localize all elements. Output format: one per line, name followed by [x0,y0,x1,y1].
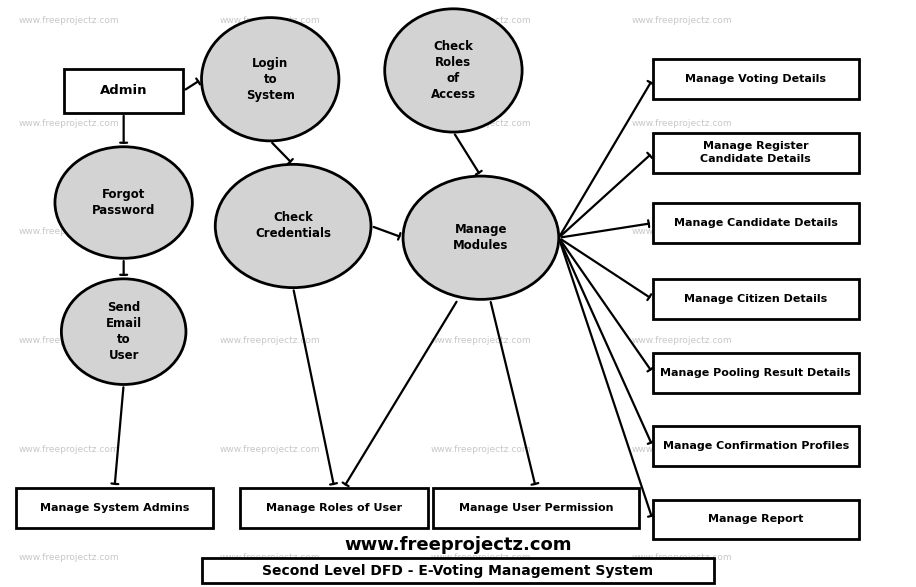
Text: www.freeprojectz.com: www.freeprojectz.com [632,336,733,345]
Bar [432,488,639,528]
Text: www.freeprojectz.com: www.freeprojectz.com [632,444,733,454]
Text: Manage Pooling Result Details: Manage Pooling Result Details [660,367,851,378]
Text: Manage Voting Details: Manage Voting Details [685,74,826,85]
Text: Admin: Admin [100,85,147,97]
Text: www.freeprojectz.com: www.freeprojectz.com [220,227,321,237]
Text: www.freeprojectz.com: www.freeprojectz.com [18,553,119,562]
Ellipse shape [202,18,339,141]
Bar [652,203,858,243]
Text: www.freeprojectz.com: www.freeprojectz.com [18,336,119,345]
Bar [64,69,183,113]
Bar [652,500,858,539]
Text: www.freeprojectz.com: www.freeprojectz.com [18,16,119,25]
Text: www.freeprojectz.com: www.freeprojectz.com [632,119,733,128]
Text: www.freeprojectz.com: www.freeprojectz.com [18,119,119,128]
Text: Manage Confirmation Profiles: Manage Confirmation Profiles [662,441,849,451]
Bar [652,353,858,393]
Text: www.freeprojectz.com: www.freeprojectz.com [431,119,531,128]
Text: Send
Email
to
User: Send Email to User [105,301,142,362]
Text: www.freeprojectz.com: www.freeprojectz.com [431,16,531,25]
Text: www.freeprojectz.com: www.freeprojectz.com [431,227,531,237]
Ellipse shape [55,147,192,258]
Text: www.freeprojectz.com: www.freeprojectz.com [632,553,733,562]
Bar [652,59,858,99]
Ellipse shape [61,279,186,384]
Bar [16,488,213,528]
Text: Manage Roles of User: Manage Roles of User [267,502,402,513]
Bar [202,558,714,583]
Text: Manage
Modules: Manage Modules [453,223,508,252]
Text: www.freeprojectz.com: www.freeprojectz.com [220,444,321,454]
Bar [240,488,428,528]
Bar [652,279,858,319]
Text: www.freeprojectz.com: www.freeprojectz.com [220,553,321,562]
Text: Check
Roles
of
Access: Check Roles of Access [431,40,476,101]
Text: Second Level DFD - E-Voting Management System: Second Level DFD - E-Voting Management S… [263,564,653,578]
Bar [652,426,858,466]
Text: www.freeprojectz.com: www.freeprojectz.com [18,227,119,237]
Text: Login
to
System: Login to System [245,57,295,102]
Ellipse shape [215,164,371,288]
Text: www.freeprojectz.com: www.freeprojectz.com [220,16,321,25]
Text: www.freeprojectz.com: www.freeprojectz.com [632,16,733,25]
Text: www.freeprojectz.com: www.freeprojectz.com [431,336,531,345]
Text: www.freeprojectz.com: www.freeprojectz.com [220,336,321,345]
Text: Manage Candidate Details: Manage Candidate Details [674,218,837,228]
Text: Forgot
Password: Forgot Password [92,188,156,217]
Text: Manage Register
Candidate Details: Manage Register Candidate Details [701,141,811,164]
Text: Manage User Permission: Manage User Permission [459,502,613,513]
Text: Manage Citizen Details: Manage Citizen Details [684,294,827,305]
Ellipse shape [385,9,522,132]
Text: www.freeprojectz.com: www.freeprojectz.com [632,227,733,237]
Text: Manage Report: Manage Report [708,514,803,525]
Bar [652,133,858,173]
Text: Check
Credentials: Check Credentials [256,211,331,241]
Text: Manage System Admins: Manage System Admins [39,502,190,513]
Text: www.freeprojectz.com: www.freeprojectz.com [431,553,531,562]
Ellipse shape [403,176,559,299]
Text: www.freeprojectz.com: www.freeprojectz.com [344,536,572,554]
Text: www.freeprojectz.com: www.freeprojectz.com [220,119,321,128]
Text: www.freeprojectz.com: www.freeprojectz.com [18,444,119,454]
Text: www.freeprojectz.com: www.freeprojectz.com [431,444,531,454]
